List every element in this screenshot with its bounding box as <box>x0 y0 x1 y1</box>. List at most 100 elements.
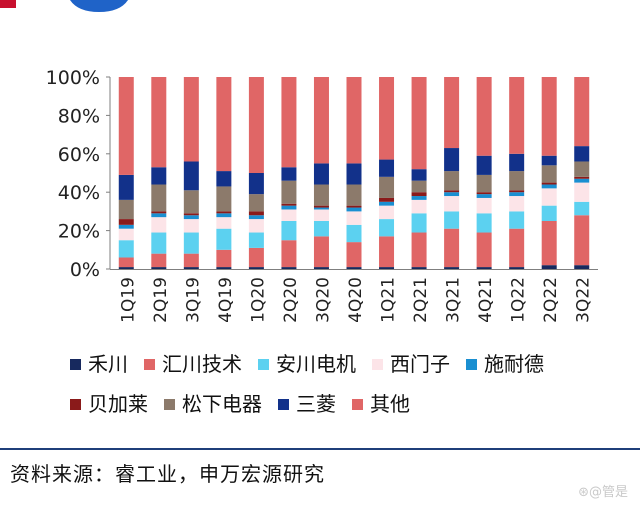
bar-segment-3Q20-2 <box>313 221 329 237</box>
bar-segment-2Q22-2 <box>541 205 557 221</box>
bar-segment-2Q19-6 <box>151 184 167 212</box>
bar-segment-2Q21-2 <box>411 213 427 233</box>
bar-segment-4Q20-4 <box>346 207 362 212</box>
bar-segment-4Q20-0 <box>346 267 362 269</box>
legend-item: 松下电器 <box>164 390 262 418</box>
legend-item: 西门子 <box>372 350 450 378</box>
legend-item: 其他 <box>352 390 410 418</box>
bar-segment-3Q22-1 <box>574 215 590 266</box>
legend-swatch <box>70 398 81 410</box>
bar-segment-4Q21-0 <box>476 267 492 269</box>
chart-legend: 禾川 汇川技术 安川电机 西门子 施耐德贝加莱 松下电器 三菱 其他 <box>70 350 610 418</box>
bar-segment-1Q22-6 <box>509 171 525 191</box>
bar-segment-3Q20-6 <box>313 184 329 206</box>
legend-swatch <box>466 358 477 370</box>
bar-segment-1Q19-3 <box>118 228 134 241</box>
legend-swatch <box>352 398 363 410</box>
bar-segment-1Q21-8 <box>379 77 395 160</box>
bar-segment-2Q21-6 <box>411 180 427 193</box>
legend-label: 安川电机 <box>276 352 356 376</box>
bar-segment-3Q19-5 <box>183 213 199 216</box>
bar-segment-3Q21-6 <box>444 171 460 191</box>
bar-segment-1Q22-1 <box>509 228 525 268</box>
legend-item: 禾川 <box>70 350 128 378</box>
bar-segment-2Q19-3 <box>151 217 167 233</box>
bar-segment-1Q20-2 <box>248 232 264 248</box>
bar-segment-3Q22-6 <box>574 161 590 177</box>
legend-item: 施耐德 <box>466 350 544 378</box>
bar-segment-2Q20-3 <box>281 209 297 221</box>
bar-segment-3Q19-0 <box>183 267 199 269</box>
bar-segment-2Q22-3 <box>541 188 557 206</box>
bar-segment-3Q21-8 <box>444 77 460 149</box>
bar-segment-2Q21-0 <box>411 267 427 269</box>
bar-segment-1Q19-8 <box>118 77 134 175</box>
bar-segment-2Q21-1 <box>411 232 427 268</box>
bar-segment-1Q22-8 <box>509 77 525 154</box>
bar-segment-1Q21-7 <box>379 159 395 177</box>
bar-segment-1Q22-0 <box>509 267 525 269</box>
bar-segment-2Q22-8 <box>541 77 557 156</box>
x-tick-label: 3Q19 <box>183 277 203 323</box>
bar-segment-2Q19-2 <box>151 232 167 254</box>
bar-segment-3Q22-4 <box>574 178 590 183</box>
bar-segment-3Q22-7 <box>574 146 590 162</box>
bar-segment-3Q20-1 <box>313 236 329 268</box>
y-tick-label: 0% <box>70 259 100 281</box>
legend-item: 三菱 <box>278 390 336 418</box>
bar-segment-1Q19-5 <box>118 219 134 225</box>
bar-segment-4Q19-5 <box>216 211 232 214</box>
bar-segment-3Q20-0 <box>313 267 329 269</box>
divider-line <box>0 448 640 450</box>
watermark: ⊛@管是 <box>578 485 628 500</box>
bar-segment-1Q20-7 <box>248 173 264 195</box>
bar-segment-1Q19-2 <box>118 240 134 258</box>
legend-swatch <box>144 358 155 370</box>
x-tick-label: 1Q19 <box>118 277 138 323</box>
legend-label: 汇川技术 <box>162 352 242 376</box>
bar-segment-2Q22-5 <box>541 182 557 185</box>
bar-segment-3Q22-5 <box>574 176 590 179</box>
bar-segment-2Q22-4 <box>541 184 557 189</box>
bar-segment-4Q21-5 <box>476 192 492 195</box>
bar-segment-1Q20-4 <box>248 215 264 220</box>
bar-segment-4Q19-3 <box>216 217 232 229</box>
bar-segment-2Q22-7 <box>541 155 557 166</box>
bar-segment-1Q22-5 <box>509 190 525 193</box>
bar-segment-4Q21-4 <box>476 194 492 198</box>
bar-segment-2Q20-4 <box>281 205 297 210</box>
legend-swatch <box>258 358 269 370</box>
stacked-bar-chart: 0% 20% 40% 60% 80% 100% 1Q19 2Q19 3Q19 4Q19 1Q20 2Q… <box>46 67 598 323</box>
bar-segment-3Q21-3 <box>444 196 460 212</box>
bar-segment-1Q22-7 <box>509 153 525 172</box>
bar-segment-4Q20-1 <box>346 242 362 268</box>
bar-segment-1Q22-4 <box>509 192 525 197</box>
legend-label: 贝加莱 <box>88 392 148 416</box>
x-tick-label: 4Q20 <box>346 277 366 323</box>
legend-swatch <box>70 358 81 370</box>
bar-segment-1Q21-2 <box>379 219 395 237</box>
bar-segment-2Q21-4 <box>411 196 427 200</box>
bar-segment-3Q20-5 <box>313 205 329 208</box>
bar-segment-3Q19-3 <box>183 219 199 233</box>
legend-label: 其他 <box>370 392 410 416</box>
bar-segment-4Q20-3 <box>346 211 362 225</box>
bar-segment-1Q19-0 <box>118 267 134 269</box>
bar-segment-4Q21-1 <box>476 232 492 268</box>
bar-segment-3Q21-4 <box>444 192 460 197</box>
legend-label: 三菱 <box>296 392 336 416</box>
bar-segment-3Q21-7 <box>444 148 460 172</box>
bar-segment-2Q20-0 <box>281 267 297 269</box>
bar-segment-3Q19-4 <box>183 215 199 220</box>
legend-item: 安川电机 <box>258 350 356 378</box>
bar-segment-3Q21-0 <box>444 267 460 269</box>
bar-segment-1Q20-3 <box>248 219 264 233</box>
bar-segment-2Q20-8 <box>281 77 297 168</box>
bar-segment-3Q22-8 <box>574 77 590 147</box>
x-tick-label: 4Q21 <box>476 277 496 323</box>
bar-segment-4Q20-5 <box>346 205 362 208</box>
bar-segment-2Q19-7 <box>151 167 167 185</box>
bar-segment-4Q20-2 <box>346 224 362 243</box>
bar-segment-4Q20-8 <box>346 77 362 164</box>
header-decoration <box>0 0 128 12</box>
